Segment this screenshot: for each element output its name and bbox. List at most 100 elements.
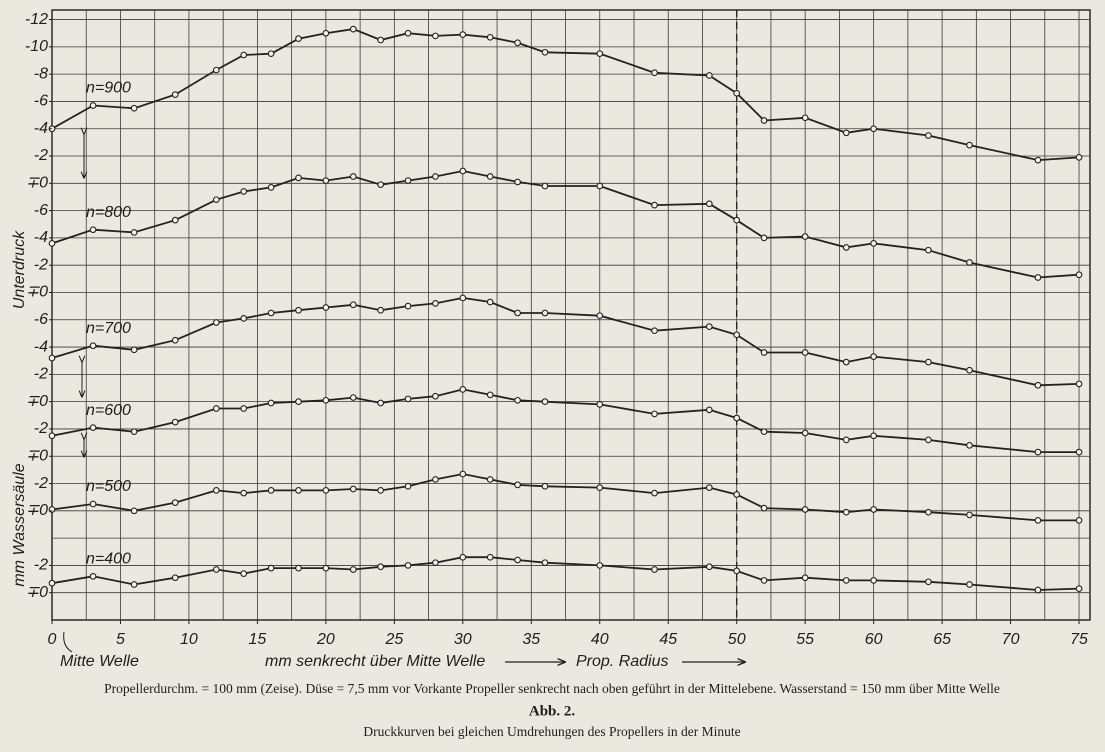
- data-point: [966, 141, 973, 149]
- series-label: n=900: [86, 80, 131, 97]
- data-point: [267, 399, 275, 407]
- data-point: [966, 511, 973, 519]
- data-point: [651, 201, 658, 209]
- data-point: [404, 177, 412, 184]
- y-tick-label: -6: [34, 93, 48, 110]
- data-point: [1034, 517, 1042, 524]
- data-point: [733, 414, 741, 422]
- y-tick-label: ∓0: [26, 284, 48, 301]
- data-point: [705, 563, 713, 571]
- data-point: [514, 178, 521, 186]
- data-point: [842, 508, 850, 516]
- data-point: [514, 396, 521, 404]
- data-point: [212, 66, 220, 74]
- data-point: [596, 182, 604, 190]
- data-point: [925, 508, 932, 516]
- data-point: [541, 398, 549, 406]
- y-axis-label: mm Wassersäule: [11, 463, 28, 586]
- data-point: [404, 29, 412, 37]
- x-axis-label: mm senkrecht über Mitte Welle: [265, 653, 485, 670]
- data-point: [349, 485, 357, 493]
- x-tick-label: 70: [1002, 631, 1020, 648]
- data-point: [130, 428, 138, 436]
- data-point: [541, 559, 549, 567]
- data-point: [349, 394, 357, 401]
- data-point: [486, 553, 494, 561]
- y-tick-label: -10: [25, 38, 48, 55]
- data-point: [870, 577, 877, 584]
- pointer: [63, 631, 73, 653]
- data-point: [801, 114, 809, 122]
- data-point: [377, 306, 385, 314]
- x-tick-label: 0: [48, 631, 57, 648]
- y-tick-label: -2: [34, 256, 48, 273]
- figure-label: Abb. 2.: [529, 703, 576, 719]
- series-label: n=700: [86, 320, 131, 337]
- y-tick-label: ∓0: [26, 393, 48, 410]
- data-point: [651, 327, 658, 335]
- data-point: [733, 491, 741, 498]
- data-point: [966, 441, 973, 449]
- data-point: [966, 366, 973, 374]
- data-point: [295, 35, 302, 43]
- data-point: [870, 125, 877, 133]
- data-point: [801, 506, 809, 513]
- data-point: [760, 428, 768, 436]
- data-point: [596, 484, 604, 491]
- data-point: [705, 484, 713, 491]
- data-point: [1034, 586, 1042, 594]
- data-point: [212, 196, 220, 204]
- data-point: [842, 129, 850, 137]
- data-point: [377, 399, 385, 407]
- x-tick-label: 15: [249, 631, 267, 648]
- data-point: [459, 386, 467, 393]
- data-point: [842, 577, 850, 584]
- data-point: [486, 173, 494, 180]
- data-point: [925, 132, 932, 139]
- data-point: [760, 577, 768, 584]
- data-point: [267, 564, 275, 572]
- data-point: [349, 301, 357, 309]
- data-point: [377, 563, 385, 571]
- data-point: [514, 556, 521, 564]
- data-point: [267, 309, 275, 317]
- data-point: [651, 410, 658, 418]
- data-point: [377, 487, 385, 494]
- data-point: [171, 216, 179, 224]
- data-point: [349, 25, 357, 33]
- data-point: [870, 506, 877, 513]
- data-point: [651, 69, 658, 77]
- series-label: n=500: [86, 478, 131, 495]
- data-point: [212, 405, 220, 412]
- data-point: [130, 104, 138, 112]
- data-point: [486, 391, 494, 399]
- data-point: [240, 188, 248, 195]
- data-point: [130, 229, 138, 236]
- data-point: [842, 244, 850, 251]
- data-point: [1075, 271, 1083, 279]
- data-point: [801, 574, 809, 582]
- data-point: [171, 336, 179, 344]
- series-label: n=800: [86, 204, 131, 221]
- data-point: [705, 200, 713, 208]
- data-point: [459, 470, 467, 478]
- data-point: [705, 406, 713, 414]
- data-point: [1034, 448, 1042, 456]
- data-point: [48, 579, 56, 587]
- data-point: [349, 173, 357, 180]
- chart-title: Druckkurven bei gleichen Umdrehungen des…: [363, 724, 740, 739]
- data-point: [404, 302, 412, 310]
- x-tick-label: 45: [659, 631, 677, 648]
- data-point: [596, 562, 604, 569]
- data-point: [171, 574, 179, 582]
- data-point: [596, 312, 604, 320]
- data-point: [48, 506, 56, 513]
- data-point: [89, 342, 97, 350]
- data-point: [541, 482, 549, 490]
- x-axis-label: Mitte Welle: [60, 653, 139, 670]
- data-point: [1075, 448, 1083, 456]
- y-tick-label: -2: [34, 420, 48, 437]
- data-point: [760, 349, 768, 356]
- data-point: [240, 570, 248, 577]
- data-point: [295, 564, 302, 572]
